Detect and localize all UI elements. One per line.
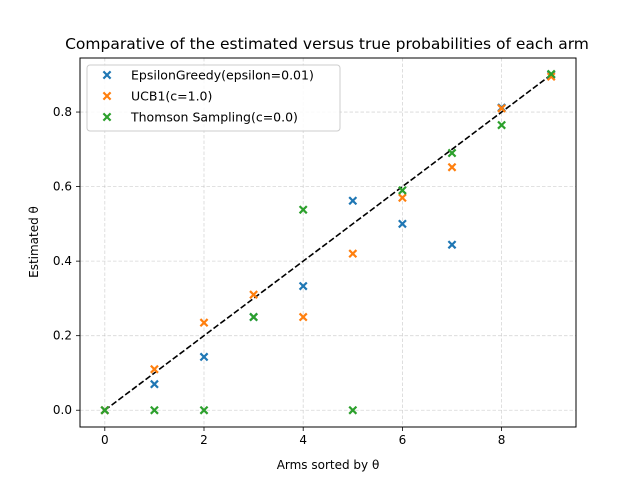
legend-item: Thomson Sampling(c=0.0) — [102, 110, 298, 125]
data-point — [447, 240, 457, 250]
data-point — [249, 290, 258, 300]
y-tick-label: 0.8 — [53, 105, 72, 119]
axis-ticks: 0 2 4 6 8 0.0 0.2 0.4 0.6 0.8 — [53, 105, 506, 447]
y-tick-label: 0.2 — [53, 329, 72, 343]
data-point — [497, 120, 506, 130]
x-tick-label: 2 — [200, 433, 208, 447]
x-tick-label: 4 — [299, 433, 307, 447]
legend: EpsilonGreedy(epsilon=0.01) UCB1(c=1.0) Th… — [86, 64, 341, 132]
series-2 — [100, 72, 556, 415]
x-tick-label: 6 — [399, 433, 407, 447]
legend-item: UCB1(c=1.0) — [102, 89, 212, 104]
series-3 — [100, 69, 556, 415]
data-point — [100, 405, 110, 415]
data-point — [447, 148, 457, 158]
data-point — [348, 249, 358, 259]
data-point — [199, 352, 209, 362]
data-point — [199, 318, 209, 328]
x-tick-label: 8 — [498, 433, 506, 447]
data-point — [298, 281, 308, 291]
data-point — [150, 405, 159, 415]
y-axis-label: Estimated θ — [27, 206, 41, 278]
legend-label: EpsilonGreedy(epsilon=0.01) — [131, 68, 314, 83]
legend-marker — [102, 70, 112, 80]
y-tick-label: 0.0 — [53, 403, 72, 417]
data-point — [199, 405, 209, 415]
legend-marker — [102, 112, 112, 122]
x-tick-label: 0 — [101, 433, 109, 447]
legend-label: UCB1(c=1.0) — [131, 89, 212, 104]
data-point — [398, 185, 407, 195]
legend-item: EpsilonGreedy(epsilon=0.01) — [102, 68, 314, 83]
chart-title: Comparative of the estimated versus true… — [65, 35, 589, 53]
data-point — [546, 69, 556, 79]
plot-frame — [79, 57, 577, 428]
data-point — [398, 193, 407, 203]
y-tick-label: 0.4 — [53, 254, 72, 268]
data-point — [348, 405, 358, 415]
data-point — [398, 219, 407, 229]
legend-marker — [102, 91, 112, 101]
data-point — [150, 364, 159, 374]
data-point — [546, 72, 556, 82]
y-tick-label: 0.6 — [53, 180, 72, 194]
data-point — [348, 196, 358, 206]
data-point — [497, 103, 506, 113]
data-points — [100, 69, 556, 415]
data-point — [447, 162, 457, 172]
x-axis-label: Arms sorted by θ — [277, 458, 380, 472]
legend-label: Thomson Sampling(c=0.0) — [130, 110, 298, 125]
data-point — [150, 379, 159, 389]
data-point — [298, 205, 308, 215]
data-point — [298, 312, 308, 322]
legend-box — [86, 64, 341, 132]
data-point — [249, 312, 258, 322]
